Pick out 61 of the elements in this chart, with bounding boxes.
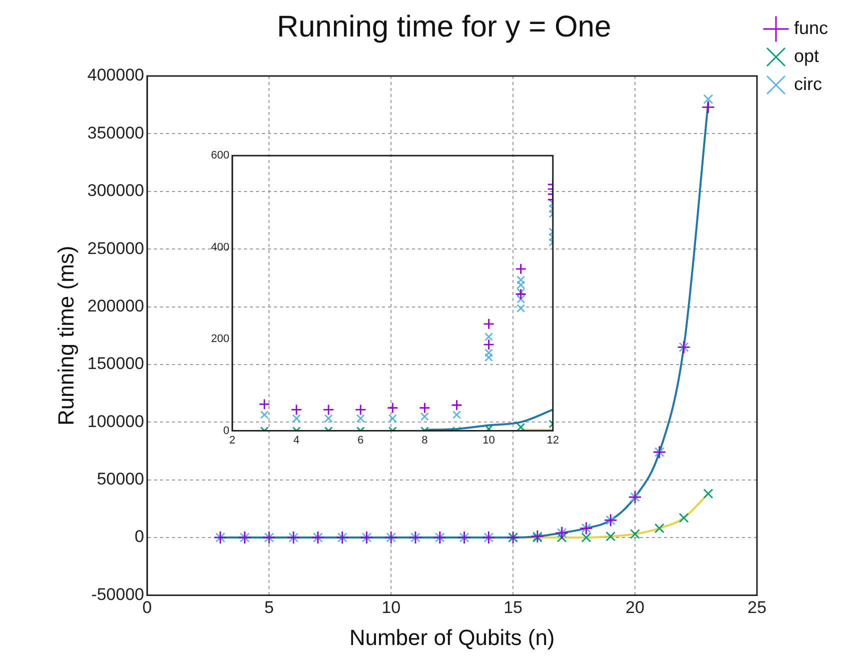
x-tick-label: 10 [482,434,495,446]
point [515,263,527,275]
x-tick-label: 20 [626,598,644,618]
y-tick-label: 50000 [96,470,144,489]
point [324,414,333,423]
y-tick-label: 300000 [87,181,144,200]
point [654,523,664,534]
point [292,414,301,423]
legend-label: circ [794,74,822,94]
point [260,410,269,419]
point [556,532,567,542]
y-tick-label: 0 [134,527,144,546]
x-tick-label: 25 [748,598,766,618]
point [483,338,494,350]
point [581,532,592,542]
x-tick-label: 10 [382,598,401,618]
y-tick-label: 200000 [87,296,144,316]
legend-label: func [794,18,828,38]
y-tick-label: 600 [210,150,230,162]
point [451,399,462,411]
point [258,398,270,410]
x-tick-label: 5 [264,598,274,618]
x-tick-label: 4 [293,434,300,446]
x-axis-title: Number of Qubits (n) [349,624,555,650]
point [386,402,398,414]
chart-title: Running time for y = One [276,10,612,44]
point [630,529,640,539]
y-tick-label: 100000 [87,412,144,431]
y-tick-label: 150000 [87,354,144,374]
legend-label: opt [794,46,820,66]
point [354,404,366,416]
point [418,402,430,414]
point [703,488,714,499]
y-tick-label: -50000 [91,584,144,604]
point [356,414,365,423]
y-tick-label: 400000 [87,66,144,85]
point [452,410,461,419]
point [388,414,397,423]
point [322,404,334,416]
x-tick-label: 2 [229,434,236,446]
point [701,100,715,114]
point [483,318,494,330]
point [606,531,616,542]
x-tick-label: 15 [504,598,522,618]
x-tick-label: 8 [422,434,428,446]
line-series [424,408,553,431]
point [484,332,494,342]
x-tick-label: 12 [546,434,560,446]
x-tick-label: 6 [358,434,364,446]
point [420,412,429,421]
y-tick-label: 400 [210,241,230,254]
y-tick-label: 250000 [87,238,144,258]
y-tick-label: 350000 [87,123,144,142]
y-tick-label: 0 [223,424,230,437]
y-tick-label: 200 [210,333,230,346]
point [484,424,494,431]
point [678,512,689,523]
y-axis-title: Running time (ms) [53,246,78,426]
point [290,404,302,416]
point [516,422,526,431]
point [703,94,714,104]
